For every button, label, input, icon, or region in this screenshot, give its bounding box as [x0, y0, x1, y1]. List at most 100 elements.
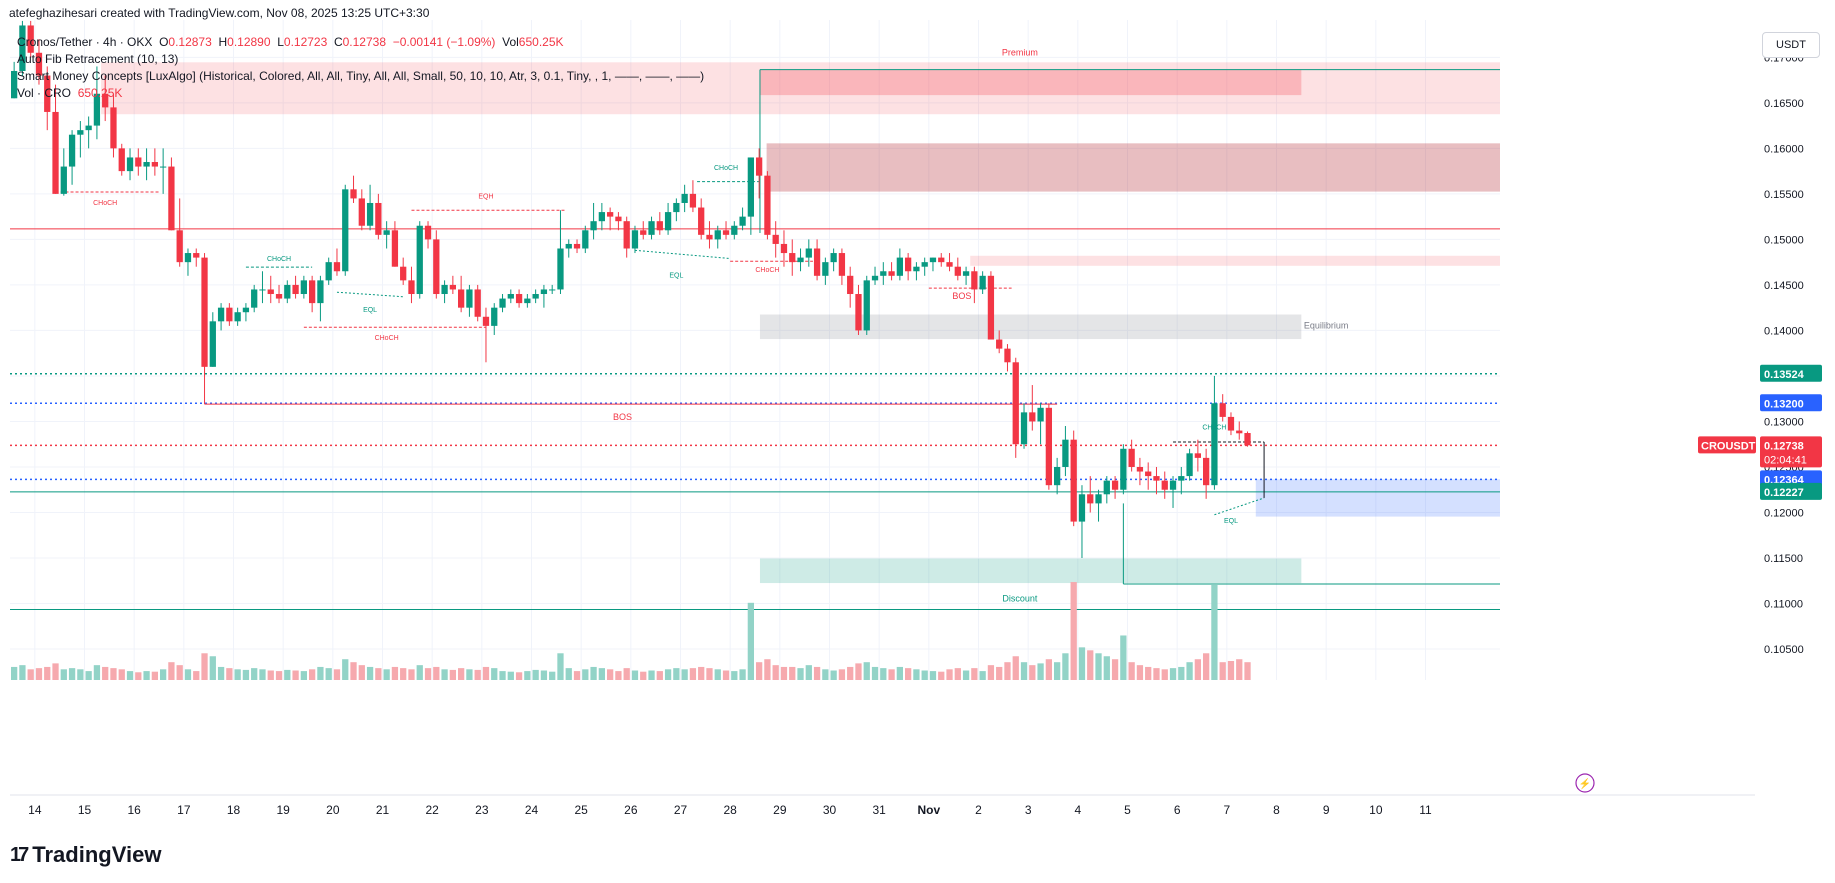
candle-body: [640, 230, 647, 235]
volume-bar: [830, 670, 837, 680]
candle-body: [1029, 412, 1036, 422]
volume-bar: [1161, 669, 1168, 680]
change-value: −0.00141 (−1.09%): [392, 35, 496, 49]
volume-bar: [905, 668, 912, 680]
indicator-smc[interactable]: Smart Money Concepts [LuxAlgo] (Historic…: [17, 69, 705, 83]
candle-body: [540, 289, 548, 295]
candle-body: [226, 307, 233, 322]
candle-body: [416, 225, 423, 295]
indicator-volume[interactable]: Vol · CRO 650.25K: [17, 86, 122, 100]
candle-body: [1153, 476, 1160, 481]
volume-bar: [143, 671, 150, 680]
y-tick-label: 0.15500: [1764, 189, 1804, 201]
volume-bar: [698, 666, 705, 680]
volume-bar: [11, 666, 18, 680]
candle-body: [499, 298, 506, 308]
symbol-title: Cronos/Tether · 4h · OKX: [17, 35, 153, 49]
candle-body: [913, 266, 920, 272]
volume-bar: [77, 669, 84, 680]
candle-body: [1128, 448, 1135, 467]
volume-bar: [1045, 659, 1052, 680]
volume-bar: [85, 671, 92, 680]
y-tick-label: 0.15000: [1764, 234, 1804, 246]
candle-body: [772, 234, 779, 244]
symbol-tag-box: [1698, 436, 1756, 454]
candle-body: [209, 321, 216, 367]
volume-bar: [888, 669, 895, 680]
price-label-text: 0.13524: [1764, 369, 1805, 381]
candle-body: [143, 162, 150, 167]
volume-bar: [391, 666, 399, 680]
volume-bar: [1145, 666, 1152, 680]
candle-body: [673, 202, 680, 213]
candle-body: [929, 257, 937, 263]
candle-body: [698, 207, 705, 235]
indicator-fib[interactable]: Auto Fib Retracement (10, 13): [17, 52, 179, 66]
candle-body: [77, 130, 84, 135]
x-tick-label: 14: [28, 803, 42, 817]
x-tick-label: 20: [326, 803, 340, 817]
open-value: 0.12873: [168, 35, 212, 49]
candle-body: [896, 257, 903, 276]
volume-bar: [863, 662, 870, 680]
volume-bar: [1236, 659, 1243, 680]
candle-body: [789, 253, 796, 263]
candle-body: [135, 157, 142, 167]
lightning-bolt-glyph[interactable]: ⚡: [1579, 777, 1591, 790]
volume-bar: [731, 671, 738, 680]
candle-body: [532, 294, 539, 299]
candle-body: [855, 294, 862, 331]
candle-body: [292, 284, 299, 295]
candle-body: [1244, 433, 1251, 446]
volume-bar: [1219, 662, 1226, 680]
symbol-legend[interactable]: Cronos/Tether · 4h · OKX O0.12873 H0.128…: [17, 35, 564, 49]
volume-bar: [880, 668, 887, 680]
candle-body: [739, 216, 746, 226]
y-tick-label: 0.12000: [1764, 507, 1804, 519]
candle-body: [1103, 480, 1110, 495]
y-tick-label: 0.11500: [1764, 553, 1803, 565]
candle-body: [805, 248, 812, 258]
volume-bar: [275, 671, 283, 680]
volume-bar: [184, 669, 192, 680]
candle-body: [267, 289, 274, 295]
volume-bar: [714, 669, 721, 680]
candle-body: [996, 339, 1003, 349]
candle-body: [756, 157, 763, 176]
candle-body: [664, 212, 672, 231]
volume-bar: [896, 666, 903, 680]
candle-body: [549, 289, 556, 291]
volume-bar: [747, 602, 754, 680]
x-tick-label: 11: [1419, 803, 1432, 817]
volume-bar: [416, 665, 423, 680]
candle-body: [971, 271, 978, 290]
symbol-tag-text: CROUSDT: [1701, 440, 1756, 452]
tradingview-logo-icon: 17: [10, 843, 29, 866]
candle-body: [764, 175, 771, 235]
volume-bar: [549, 671, 556, 680]
volume-bar: [1227, 661, 1235, 680]
volume-bar: [913, 669, 920, 680]
x-tick-label: 16: [127, 803, 141, 817]
equal-lows-line-0: [336, 291, 404, 298]
x-tick-label: 27: [674, 803, 688, 817]
candle-body: [251, 289, 258, 308]
currency-selector[interactable]: USDT: [1762, 32, 1820, 58]
x-tick-label: 3: [1025, 803, 1032, 817]
x-tick-label: 24: [525, 803, 539, 817]
annotation-eql: EQL: [1224, 518, 1238, 525]
candle-body: [366, 202, 374, 226]
candle-body: [689, 193, 697, 208]
candle-body: [1186, 453, 1193, 477]
candle-body: [1087, 494, 1094, 504]
volume-bar: [1087, 650, 1094, 680]
candle-body: [871, 275, 879, 281]
candle-body: [35, 52, 43, 76]
equal-lows-line-2: [1214, 497, 1265, 516]
candle-body: [1161, 480, 1168, 490]
volume-bar: [226, 668, 233, 680]
volume-bar: [582, 669, 589, 680]
volume-bar: [1211, 585, 1218, 680]
volume-bar: [19, 665, 26, 680]
